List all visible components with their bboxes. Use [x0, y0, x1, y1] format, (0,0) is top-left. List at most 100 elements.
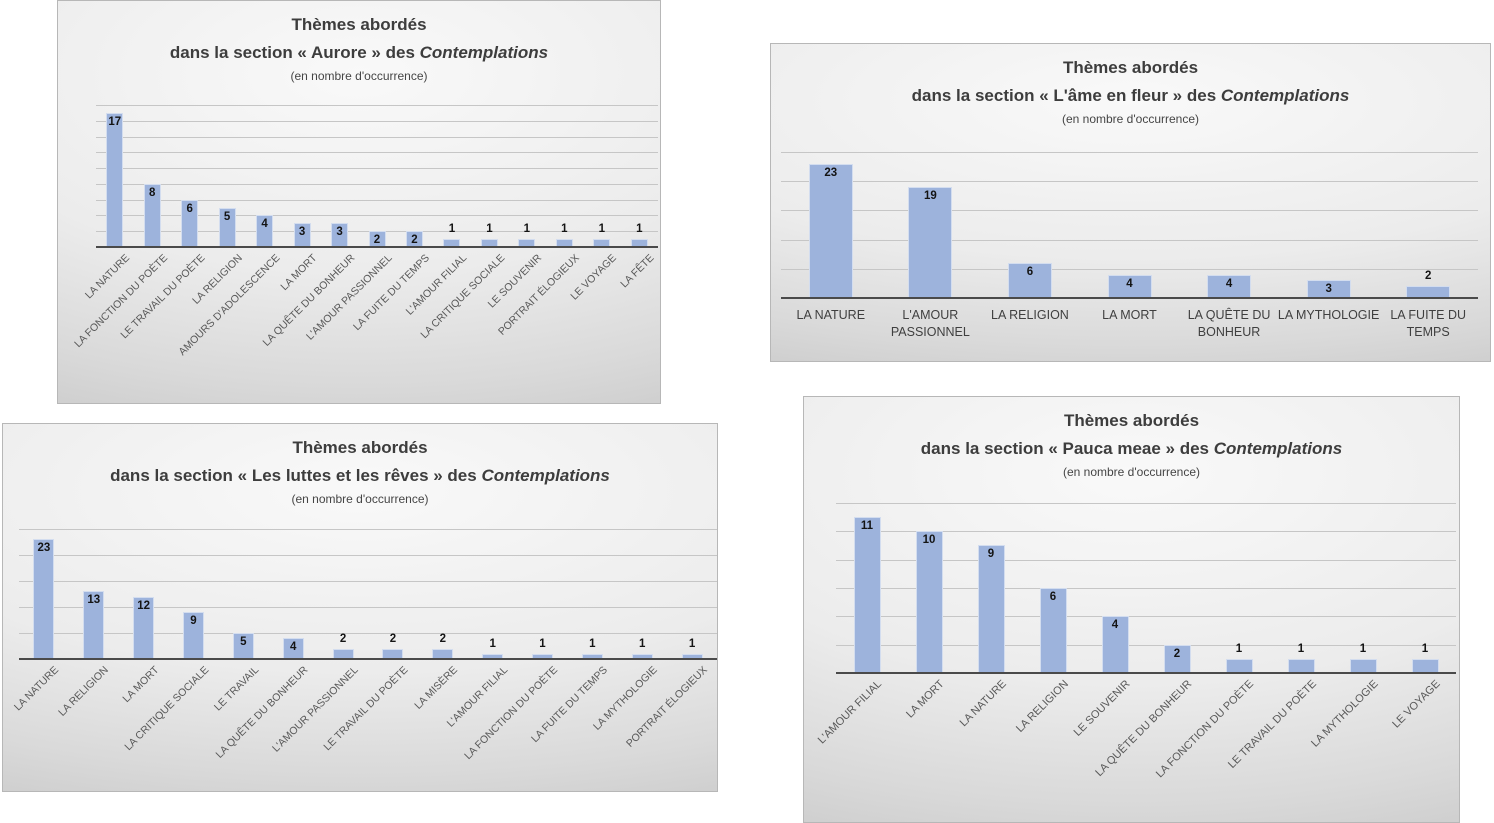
x-axis-label-text: LA NATURE: [957, 678, 1009, 730]
chart-luttes-et-reves: Thèmes abordés dans la section « Les lut…: [2, 423, 718, 792]
x-axis-label-text: LA MISÈRE: [412, 664, 461, 712]
x-axis-label-text: LA NATURE: [12, 664, 62, 714]
x-axis-label-text: LA FÊTE: [618, 252, 657, 291]
title-note: (en nombre d'occurrence): [1061, 112, 1200, 126]
gridline: [19, 529, 717, 530]
bar: [1287, 659, 1315, 673]
value-label: 5: [240, 636, 247, 648]
value-label: 3: [1325, 283, 1332, 295]
title-line1: Thèmes abordés: [292, 438, 428, 457]
x-axis-line: [781, 297, 1478, 299]
value-label: 1: [688, 638, 696, 650]
gridline: [836, 559, 1456, 561]
value-label: 2: [373, 234, 381, 246]
gridline: [19, 555, 717, 556]
bar: [1411, 659, 1439, 673]
value-label: 4: [290, 641, 297, 653]
x-axis-label-text: LE TRAVAIL DU POÈTE: [321, 664, 411, 754]
value-label: 23: [824, 167, 838, 179]
gridline: [96, 168, 658, 170]
gridline: [836, 503, 1456, 504]
value-label: 1: [636, 223, 643, 235]
x-axis-label-text: LE VOYAGE: [1390, 678, 1443, 731]
x-axis-label: LA MYTHOLOGIE: [1277, 308, 1380, 322]
x-axis-label: LA MORT: [1102, 308, 1157, 322]
gridline: [781, 152, 1478, 153]
title-line2: dans la section « Pauca meae » des Conte…: [804, 435, 1459, 463]
gridline: [836, 616, 1456, 618]
gridline: [781, 181, 1478, 183]
chart-title: Thèmes abordés dans la section « Aurore …: [58, 11, 660, 85]
title-line2: dans la section « L'âme en fleur » des C…: [771, 82, 1490, 110]
x-axis-line: [19, 658, 717, 660]
bar: [1349, 659, 1377, 673]
x-axis-label: LA RELIGION: [991, 308, 1069, 322]
value-label: 9: [987, 548, 995, 560]
value-label: 6: [1026, 266, 1034, 278]
value-label: 5: [223, 211, 231, 223]
value-label: 10: [922, 534, 936, 546]
title-line2: dans la section « Les luttes et les rêve…: [3, 462, 717, 490]
value-label: 23: [37, 542, 51, 554]
title-line2: dans la section « Aurore » des Contempla…: [58, 39, 660, 67]
title-note: (en nombre d'occurrence): [1062, 465, 1201, 479]
title-note: (en nombre d'occurrence): [291, 492, 429, 506]
x-axis-label: LA QUÊTE DU BONHEUR: [1187, 308, 1271, 339]
value-label: 6: [186, 203, 193, 215]
value-label: 11: [860, 520, 874, 532]
gridline: [836, 644, 1456, 646]
bar: [1101, 616, 1129, 673]
value-label: 13: [87, 594, 101, 606]
x-axis-label-text: L'AMOUR PASSIONNEL: [269, 664, 361, 755]
value-label: 17: [108, 116, 122, 128]
title-line1: Thèmes abordés: [1063, 411, 1200, 430]
gridline: [96, 183, 658, 185]
chart-title: Thèmes abordés dans la section « Pauca m…: [804, 407, 1459, 481]
title-line1: Thèmes abordés: [291, 15, 427, 34]
bar: [1225, 659, 1253, 673]
value-label: 1: [523, 223, 531, 235]
title-note: (en nombre d'occurrence): [290, 69, 428, 83]
value-label: 1: [1359, 643, 1367, 655]
value-label: 1: [1235, 643, 1243, 655]
value-label: 19: [923, 190, 937, 202]
x-axis-label: LA FUITE DU TEMPS: [1390, 308, 1467, 339]
x-axis-label-text: LE TRAVAIL: [211, 664, 261, 714]
bar: [908, 187, 953, 298]
x-axis-label: LA NATURE: [796, 308, 866, 322]
gridline: [781, 239, 1478, 241]
value-label: 6: [1049, 591, 1057, 603]
title-line2-italic: Contemplations: [419, 43, 549, 62]
bar: [106, 113, 124, 247]
gridline: [19, 633, 717, 634]
value-label: 1: [486, 223, 493, 235]
gridline: [96, 136, 658, 138]
gridline: [96, 105, 658, 106]
value-label: 3: [298, 226, 306, 238]
title-line2-text: dans la section « Les luttes et les rêve…: [110, 466, 482, 485]
title-line2-italic: Contemplations: [481, 466, 610, 485]
value-label: 4: [1126, 278, 1133, 290]
title-line2-text: dans la section « L'âme en fleur » des: [911, 86, 1221, 105]
x-axis-label-text: LA RELIGION: [1013, 678, 1071, 735]
value-label: 1: [1297, 643, 1305, 655]
value-label: 2: [411, 234, 418, 246]
gridline: [781, 268, 1478, 270]
gridline: [19, 607, 717, 608]
value-label: 3: [336, 226, 343, 238]
value-label: 1: [489, 638, 496, 650]
bar: [977, 545, 1005, 673]
value-label: 1: [639, 638, 646, 650]
plot-area: 23 LA NATURE 13 LA RELIGION 12 LA MORT 9 LA CRI…: [3, 424, 717, 791]
chart-title: Thèmes abordés dans la section « L'âme e…: [771, 54, 1490, 128]
value-label: 4: [1225, 278, 1233, 290]
x-axis-line: [836, 672, 1456, 674]
value-label: 2: [339, 633, 347, 645]
x-axis-label-text: LA MYTHOLOGIE: [1308, 678, 1381, 750]
title-line2-italic: Contemplations: [1213, 439, 1343, 458]
x-axis-label-text: LA MORT: [903, 678, 947, 721]
value-label: 2: [1425, 270, 1432, 282]
title-line2-italic: Contemplations: [1220, 86, 1350, 105]
value-label: 1: [561, 223, 568, 235]
